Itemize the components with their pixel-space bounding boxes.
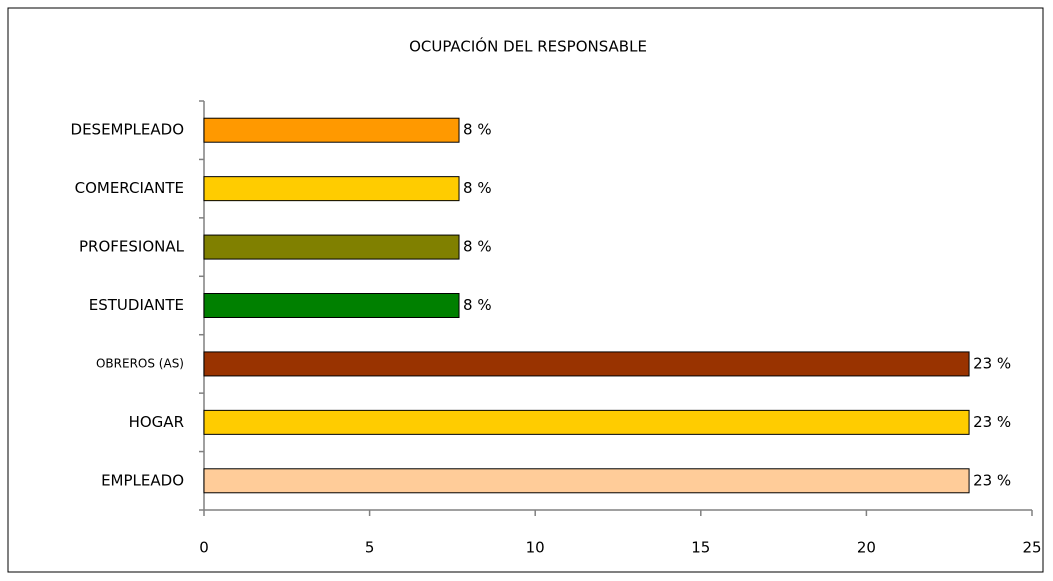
x-tick-label: 10 [526,539,545,557]
value-label: 8 % [463,296,492,314]
x-tick-label: 15 [691,539,710,557]
bar [203,234,460,260]
chart-title: OCUPACIÓN DEL RESPONSABLE [409,37,647,56]
y-tick-label: ESTUDIANTE [89,296,184,314]
x-tick-label: 20 [857,539,876,557]
value-label: 8 % [463,121,492,139]
value-label: 23 % [973,471,1011,489]
y-tick-label: EMPLEADO [101,471,184,489]
value-label: 23 % [973,354,1011,372]
bar [203,351,970,377]
value-label: 8 % [463,238,492,256]
x-tick-label: 25 [1022,539,1041,557]
y-tick-label: DESEMPLEADO [71,121,184,139]
value-label: 8 % [463,179,492,197]
value-label: 23 % [973,413,1011,431]
bar [203,293,460,318]
x-tick-label: 0 [199,539,209,557]
x-tick-label: 5 [365,539,375,557]
y-tick-label: PROFESIONAL [79,238,185,256]
bar [203,409,970,435]
y-tick-label: COMERCIANTE [75,179,184,197]
y-tick-label: OBREROS (AS) [96,356,184,370]
y-tick-label: HOGAR [129,413,184,431]
bar [203,468,970,494]
bar [203,176,460,202]
bar [203,117,460,143]
